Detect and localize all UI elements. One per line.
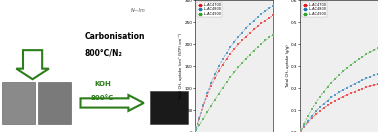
Legend: IL-AC4700, IL-AC4800, IL-AC4900: IL-AC4700, IL-AC4800, IL-AC4900 bbox=[302, 2, 327, 17]
FancyArrow shape bbox=[16, 50, 49, 79]
Text: N—Im: N—Im bbox=[131, 8, 146, 13]
Y-axis label: Total CH₄ uptake (g/g): Total CH₄ uptake (g/g) bbox=[286, 45, 290, 87]
Text: 800°C: 800°C bbox=[91, 95, 114, 101]
Y-axis label: Total CH₄ uptake (cm³ (STP) cm⁻³): Total CH₄ uptake (cm³ (STP) cm⁻³) bbox=[179, 33, 183, 99]
Bar bbox=[2, 82, 34, 124]
Bar bbox=[150, 91, 188, 124]
Bar bbox=[38, 82, 71, 124]
Legend: IL-AC4700, IL-AC4800, IL-AC4900: IL-AC4700, IL-AC4800, IL-AC4900 bbox=[197, 2, 223, 17]
Text: Carbonisation: Carbonisation bbox=[84, 32, 145, 41]
Text: KOH: KOH bbox=[94, 81, 111, 88]
FancyArrow shape bbox=[81, 95, 144, 111]
Text: 800°C/N₂: 800°C/N₂ bbox=[84, 48, 122, 57]
